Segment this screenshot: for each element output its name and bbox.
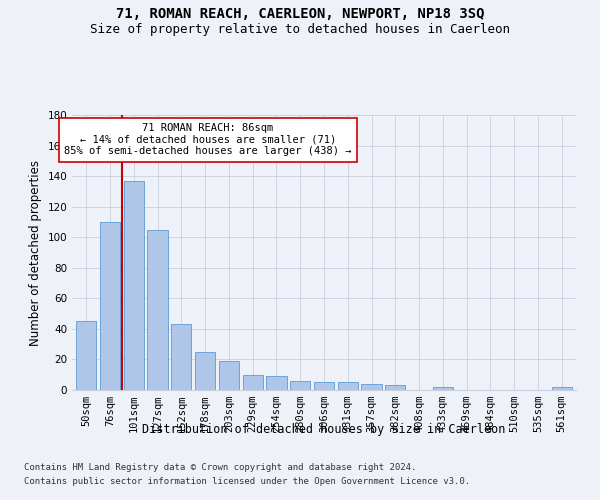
Text: 71, ROMAN REACH, CAERLEON, NEWPORT, NP18 3SQ: 71, ROMAN REACH, CAERLEON, NEWPORT, NP18… [116,8,484,22]
Bar [361,384,382,390]
Text: Contains public sector information licensed under the Open Government Licence v3: Contains public sector information licen… [24,477,470,486]
Bar [100,222,120,390]
Bar [171,324,191,390]
Text: Distribution of detached houses by size in Caerleon: Distribution of detached houses by size … [142,422,506,436]
Text: Size of property relative to detached houses in Caerleon: Size of property relative to detached ho… [90,22,510,36]
Bar [242,374,263,390]
Bar [433,387,453,390]
Bar [551,387,572,390]
Bar [195,352,215,390]
Bar [266,376,287,390]
Bar [219,361,239,390]
Bar [385,386,406,390]
Bar [338,382,358,390]
Text: 71 ROMAN REACH: 86sqm
← 14% of detached houses are smaller (71)
85% of semi-deta: 71 ROMAN REACH: 86sqm ← 14% of detached … [64,123,352,156]
Bar [148,230,167,390]
Y-axis label: Number of detached properties: Number of detached properties [29,160,42,346]
Text: Contains HM Land Registry data © Crown copyright and database right 2024.: Contains HM Land Registry data © Crown c… [24,464,416,472]
Bar [76,322,97,390]
Bar [314,382,334,390]
Bar [290,381,310,390]
Bar [124,180,144,390]
